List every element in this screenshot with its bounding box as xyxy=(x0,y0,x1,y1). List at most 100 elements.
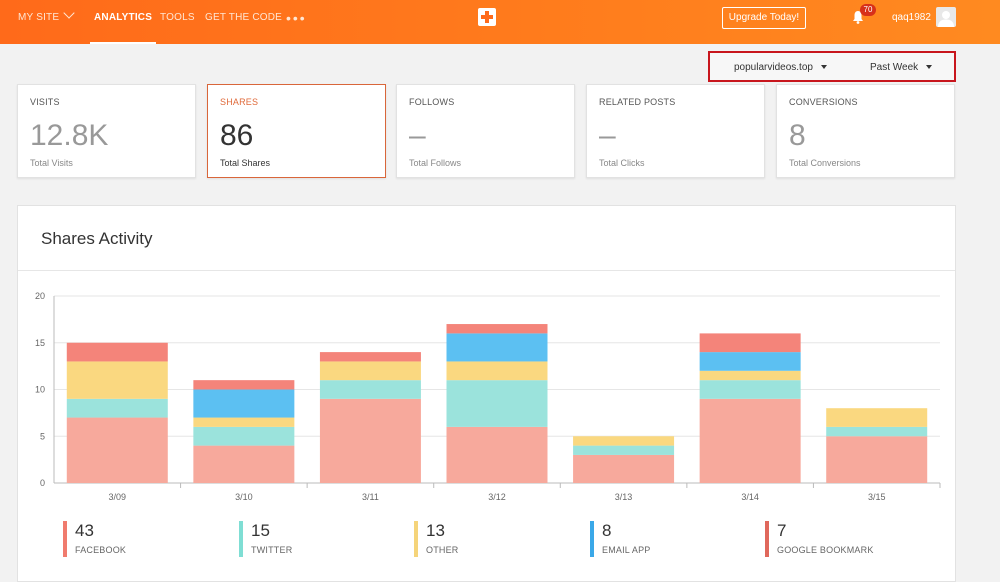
period-selector[interactable]: Past Week xyxy=(870,62,933,73)
card-subtitle: Total Clicks xyxy=(599,158,645,168)
panel-title: Shares Activity xyxy=(41,229,153,248)
bar-segment xyxy=(319,361,421,381)
nav-analytics[interactable]: ANALYTICS xyxy=(90,0,157,44)
bar-segment xyxy=(826,408,928,427)
card-title: SHARES xyxy=(220,97,259,107)
legend-swatch xyxy=(63,521,67,557)
legend-swatch xyxy=(414,521,418,557)
legend-value: 43 xyxy=(75,521,94,540)
legend-value: 7 xyxy=(777,521,787,540)
top-nav: MY SITE ANALYTICS TOOLS GET THE CODE •••… xyxy=(0,0,1000,44)
card-conversions[interactable]: CONVERSIONS 8 Total Conversions xyxy=(776,84,955,178)
y-tick-label: 20 xyxy=(35,291,45,301)
bar-segment xyxy=(193,426,295,446)
nav-get-the-code[interactable]: GET THE CODE xyxy=(205,12,283,23)
bar-segment xyxy=(446,324,548,334)
bar-segment xyxy=(446,426,548,483)
bar-segment xyxy=(193,417,295,427)
bar-segment xyxy=(66,342,168,362)
shares-activity-chart: 0 5 10 15 20 3/09 3/10 3/11 3/12 3/13 3/14 3/15 xyxy=(35,291,941,502)
card-subtitle: Total Conversions xyxy=(789,158,861,168)
y-tick-label: 0 xyxy=(40,478,45,488)
nav-tools[interactable]: TOOLS xyxy=(160,12,195,23)
bar-segment xyxy=(699,398,801,483)
filter-selectors: popularvideos.top Past Week xyxy=(708,51,956,82)
site-selector[interactable]: popularvideos.top xyxy=(734,62,827,73)
card-title: VISITS xyxy=(30,97,60,107)
card-title: FOLLOWS xyxy=(409,97,455,107)
panel-divider xyxy=(18,270,955,271)
card-related-posts[interactable]: RELATED POSTS – Total Clicks xyxy=(586,84,765,178)
nav-my-site-label: MY SITE xyxy=(18,12,60,23)
legend-label: FACEBOOK xyxy=(75,545,127,555)
user-icon xyxy=(938,11,954,27)
bar-segment xyxy=(319,398,421,483)
caret-down-icon xyxy=(820,65,827,69)
card-value: 8 xyxy=(789,119,806,152)
notification-badge: 70 xyxy=(860,4,876,16)
x-tick-label: 3/13 xyxy=(615,492,633,502)
bar-segment xyxy=(66,361,168,399)
upgrade-button[interactable]: Upgrade Today! xyxy=(722,7,806,29)
bar-segment xyxy=(66,417,168,483)
x-tick-label: 3/10 xyxy=(235,492,253,502)
card-title: RELATED POSTS xyxy=(599,97,676,107)
legend-label: TWITTER xyxy=(251,545,293,555)
bar-segment xyxy=(319,380,421,399)
shares-activity-panel: Shares Activity 0 5 10 15 20 3/09 3/10 3/11 3/12… xyxy=(17,205,956,582)
bar-segment xyxy=(193,445,295,483)
bar-segment xyxy=(66,398,168,418)
bar-segment xyxy=(193,389,295,418)
nav-my-site[interactable]: MY SITE xyxy=(18,0,75,44)
y-tick-label: 5 xyxy=(40,431,45,441)
avatar[interactable] xyxy=(936,7,956,27)
card-value: – xyxy=(599,119,616,152)
bar-segment xyxy=(573,436,675,446)
x-tick-label: 3/09 xyxy=(109,492,127,502)
card-subtitle: Total Follows xyxy=(409,158,462,168)
logo-plus-icon[interactable] xyxy=(478,8,496,26)
card-subtitle: Total Visits xyxy=(30,158,73,168)
more-menu-icon[interactable]: ••• xyxy=(286,10,307,26)
bar-segment xyxy=(446,333,548,362)
card-visits[interactable]: VISITS 12.8K Total Visits xyxy=(17,84,196,178)
legend-label: OTHER xyxy=(426,545,459,555)
bar-segment xyxy=(699,370,801,381)
period-selector-value: Past Week xyxy=(870,62,919,73)
card-follows[interactable]: FOLLOWS – Total Follows xyxy=(396,84,575,178)
legend-value: 8 xyxy=(602,521,612,540)
x-tick-label: 3/14 xyxy=(741,492,759,502)
x-tick-label: 3/11 xyxy=(362,492,379,502)
legend-label: GOOGLE BOOKMARK xyxy=(777,545,874,555)
card-value: 12.8K xyxy=(30,119,109,152)
x-tick-label: 3/12 xyxy=(488,492,506,502)
bar-segment xyxy=(826,436,928,483)
bar-segment xyxy=(699,333,801,353)
bar-segment xyxy=(446,361,548,381)
legend-swatch xyxy=(590,521,594,557)
legend-label: EMAIL APP xyxy=(602,545,651,555)
card-value: – xyxy=(409,119,426,152)
bar-segment xyxy=(573,454,675,483)
legend-value: 15 xyxy=(251,521,270,540)
bar-segment xyxy=(446,380,548,427)
x-tick-label: 3/15 xyxy=(868,492,886,502)
legend-value: 13 xyxy=(426,521,445,540)
bar-segment xyxy=(193,380,295,390)
card-value: 86 xyxy=(220,119,254,152)
card-subtitle: Total Shares xyxy=(220,158,271,168)
caret-down-icon xyxy=(926,65,933,69)
y-tick-label: 15 xyxy=(35,338,45,348)
bar-segment xyxy=(826,426,928,437)
bar-segment xyxy=(319,352,421,362)
bar-segment xyxy=(573,445,675,455)
card-title: CONVERSIONS xyxy=(789,97,858,107)
username[interactable]: qaq1982 xyxy=(892,12,931,23)
legend-swatch xyxy=(239,521,243,557)
card-shares[interactable]: SHARES 86 Total Shares xyxy=(207,84,386,178)
bar-segment xyxy=(699,380,801,399)
legend-swatch xyxy=(765,521,769,557)
bar-segment xyxy=(699,352,801,371)
chevron-down-icon xyxy=(63,7,75,19)
y-tick-label: 10 xyxy=(35,385,45,395)
